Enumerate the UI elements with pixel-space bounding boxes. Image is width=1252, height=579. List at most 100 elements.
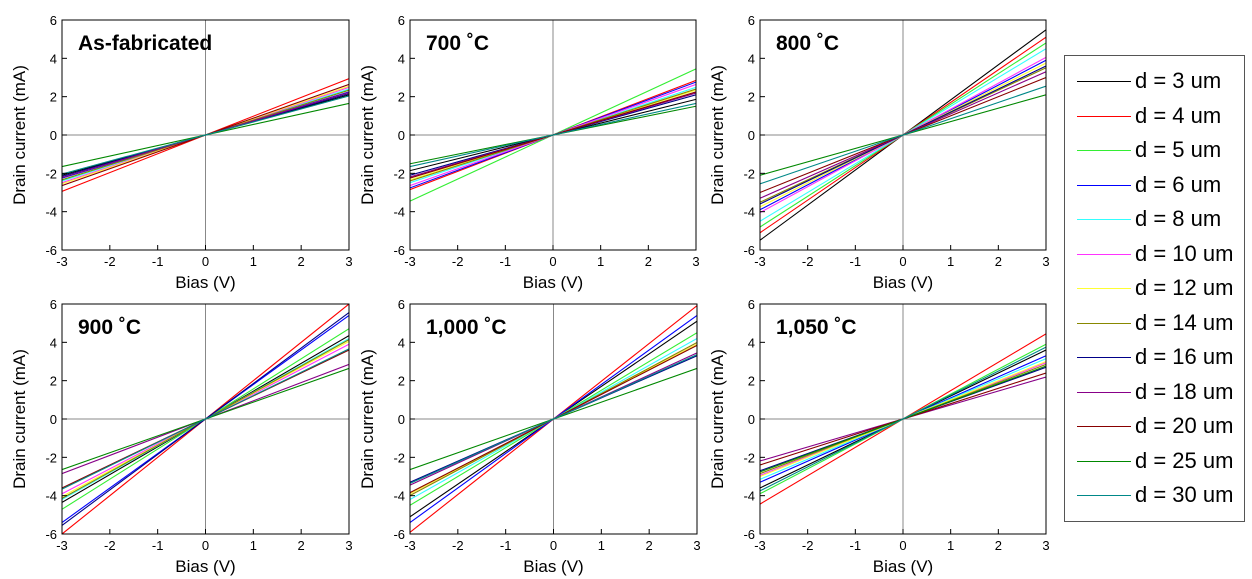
series-line-30um (62, 348, 349, 490)
series-line-30um (760, 346, 1046, 492)
legend-item: d = 30 um (1065, 479, 1246, 512)
x-axis-label: Bias (V) (523, 273, 583, 292)
legend-label: d = 8 um (1135, 206, 1222, 231)
legend-label: d = 5 um (1135, 137, 1222, 162)
legend-item: d = 3 um (1065, 65, 1246, 98)
legend-swatch (1077, 115, 1131, 117)
legend-label: d = 14 um (1135, 309, 1234, 335)
series-line-30um (410, 102, 696, 168)
series-group (410, 305, 697, 533)
x-tick-label: 2 (298, 538, 305, 553)
legend-swatch (1077, 81, 1131, 82)
legend-item: d = 18 um (1065, 376, 1246, 409)
legend-item: d = 6 um (1065, 169, 1246, 202)
legend-label: d = 30 um (1135, 482, 1234, 507)
x-axis-label: Bias (V) (523, 557, 583, 576)
y-tick-label: -2 (45, 450, 57, 465)
x-tick-label: -1 (850, 254, 862, 269)
y-tick-label: -6 (393, 243, 405, 258)
y-tick-label: 4 (748, 335, 755, 350)
legend-swatch (1077, 219, 1131, 220)
x-tick-label: -1 (500, 538, 512, 553)
y-tick-label: 6 (398, 297, 405, 312)
y-tick-label: -2 (393, 450, 405, 465)
y-tick-label: 2 (50, 90, 57, 105)
legend-label: d = 12 um (1135, 275, 1234, 300)
legend-label: d = 18 um (1135, 378, 1234, 404)
x-tick-label: -2 (104, 538, 116, 553)
legend-swatch (1077, 391, 1131, 393)
legend-swatch (1077, 357, 1131, 358)
legend-label: d = 10 um (1135, 240, 1234, 266)
x-tick-label: -1 (850, 538, 862, 553)
x-tick-label: -3 (56, 254, 68, 269)
series-group (760, 333, 1046, 505)
x-tick-label: 0 (202, 538, 209, 553)
x-tick-label: -2 (104, 254, 116, 269)
panel-title: 900 ˚C (78, 316, 141, 339)
x-tick-label: 2 (645, 254, 652, 269)
legend-swatch (1077, 288, 1131, 289)
y-tick-label: -4 (743, 205, 755, 220)
y-tick-label: 4 (748, 51, 755, 66)
legend-label: d = 20 um (1135, 413, 1234, 438)
panel-title: 1,000 ˚C (426, 316, 507, 339)
legend-swatch (1077, 253, 1131, 255)
x-tick-label: 2 (995, 538, 1002, 553)
legend-label: d = 4 um (1135, 102, 1222, 128)
x-tick-label: 3 (1042, 538, 1049, 553)
series-group (62, 78, 349, 192)
y-tick-label: -4 (393, 489, 405, 504)
x-tick-label: 2 (298, 254, 305, 269)
y-tick-label: 2 (398, 374, 405, 389)
panel-title: 1,050 ˚C (776, 316, 857, 339)
legend-item: d = 14 um (1065, 307, 1246, 340)
y-axis-label: Drain current (mA) (358, 65, 377, 205)
x-tick-label: 2 (646, 538, 653, 553)
legend-swatch (1077, 460, 1131, 462)
x-tick-label: -1 (152, 254, 164, 269)
x-tick-label: 0 (899, 254, 906, 269)
y-tick-label: -2 (45, 166, 57, 181)
y-tick-label: -2 (743, 450, 755, 465)
x-tick-label: 3 (693, 538, 700, 553)
panel-title: 700 ˚C (426, 32, 489, 55)
y-tick-label: 6 (50, 297, 57, 312)
legend-label: d = 25 um (1135, 447, 1234, 473)
y-tick-label: 4 (398, 51, 405, 66)
y-tick-label: -6 (393, 527, 405, 542)
panel-3: -3 -2 -1 0 1 2 3 -6 -4 -2 0 2 4 6 Bias (V) Drain curren… (708, 13, 1050, 292)
x-tick-label: -3 (754, 254, 766, 269)
y-tick-label: 6 (398, 13, 405, 28)
legend-swatch (1077, 495, 1131, 496)
x-tick-label: -3 (404, 538, 416, 553)
x-tick-label: 1 (947, 538, 954, 553)
y-tick-label: 0 (50, 412, 57, 427)
y-tick-label: 6 (50, 13, 57, 28)
x-tick-label: -2 (802, 254, 814, 269)
y-tick-label: 0 (748, 128, 755, 143)
legend-swatch (1077, 426, 1131, 427)
x-axis-label: Bias (V) (873, 557, 933, 576)
x-axis-label: Bias (V) (873, 273, 933, 292)
y-axis-label: Drain current (mA) (708, 65, 727, 205)
y-tick-label: -2 (393, 166, 405, 181)
legend-label: d = 6 um (1135, 171, 1222, 197)
y-axis-label: Drain current (mA) (10, 65, 29, 205)
panel-1: -3 -2 -1 0 1 2 3 -6 -4 -2 0 2 4 6 Bias (V) Drain curren… (10, 13, 353, 292)
x-tick-label: -3 (754, 538, 766, 553)
y-tick-label: -4 (45, 205, 57, 220)
y-axis-label: Drain current (mA) (358, 349, 377, 489)
legend: d = 3 um d = 4 um d = 5 um d = 6 um d = 8 um… (1064, 55, 1245, 522)
legend-item: d = 5 um (1065, 134, 1246, 167)
legend-swatch (1077, 322, 1131, 324)
x-axis-label: Bias (V) (175, 273, 235, 292)
legend-item: d = 25 um (1065, 445, 1246, 478)
x-tick-label: 1 (598, 538, 605, 553)
x-tick-label: -1 (500, 254, 512, 269)
x-tick-label: 0 (550, 538, 557, 553)
y-tick-label: 2 (50, 374, 57, 389)
legend-item: d = 12 um (1065, 272, 1246, 305)
x-tick-label: 1 (250, 254, 257, 269)
